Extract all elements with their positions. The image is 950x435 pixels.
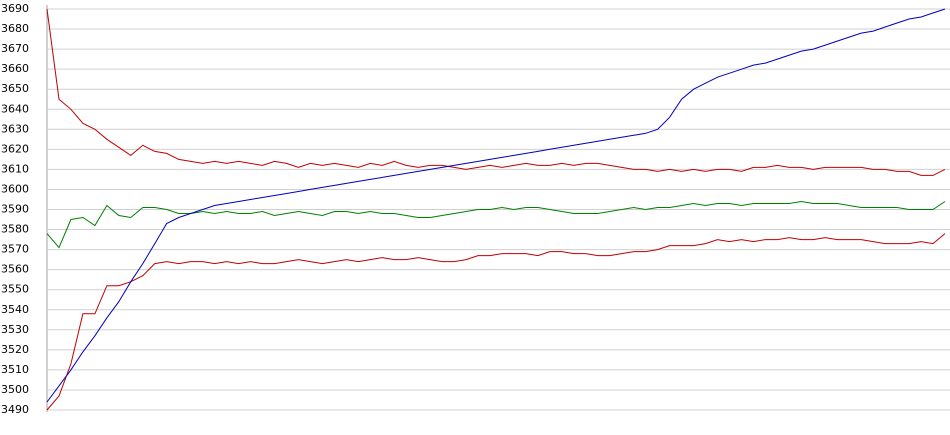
y-tick-label: 3680: [1, 22, 29, 35]
y-tick-label: 3520: [1, 343, 29, 356]
y-tick-label: 3690: [1, 2, 29, 15]
y-tick-label: 3620: [1, 142, 29, 155]
y-tick-label: 3560: [1, 263, 29, 276]
y-tick-label: 3640: [1, 102, 29, 115]
y-tick-label: 3540: [1, 303, 29, 316]
y-tick-label: 3590: [1, 203, 29, 216]
y-tick-label: 3600: [1, 182, 29, 195]
y-tick-label: 3500: [1, 383, 29, 396]
y-tick-label: 3580: [1, 223, 29, 236]
y-tick-label: 3670: [1, 42, 29, 55]
y-tick-label: 3660: [1, 62, 29, 75]
y-tick-label: 3610: [1, 162, 29, 175]
y-tick-label: 3570: [1, 243, 29, 256]
y-tick-label: 3530: [1, 323, 29, 336]
y-tick-label: 3490: [1, 403, 29, 416]
series-line: [46, 233, 946, 411]
y-tick-label: 3650: [1, 82, 29, 95]
series-line: [46, 8, 946, 403]
y-tick-label: 3550: [1, 283, 29, 296]
y-tick-label: 3630: [1, 122, 29, 135]
y-tick-label: 3510: [1, 363, 29, 376]
series-line: [46, 200, 946, 249]
series-line: [46, 8, 946, 176]
